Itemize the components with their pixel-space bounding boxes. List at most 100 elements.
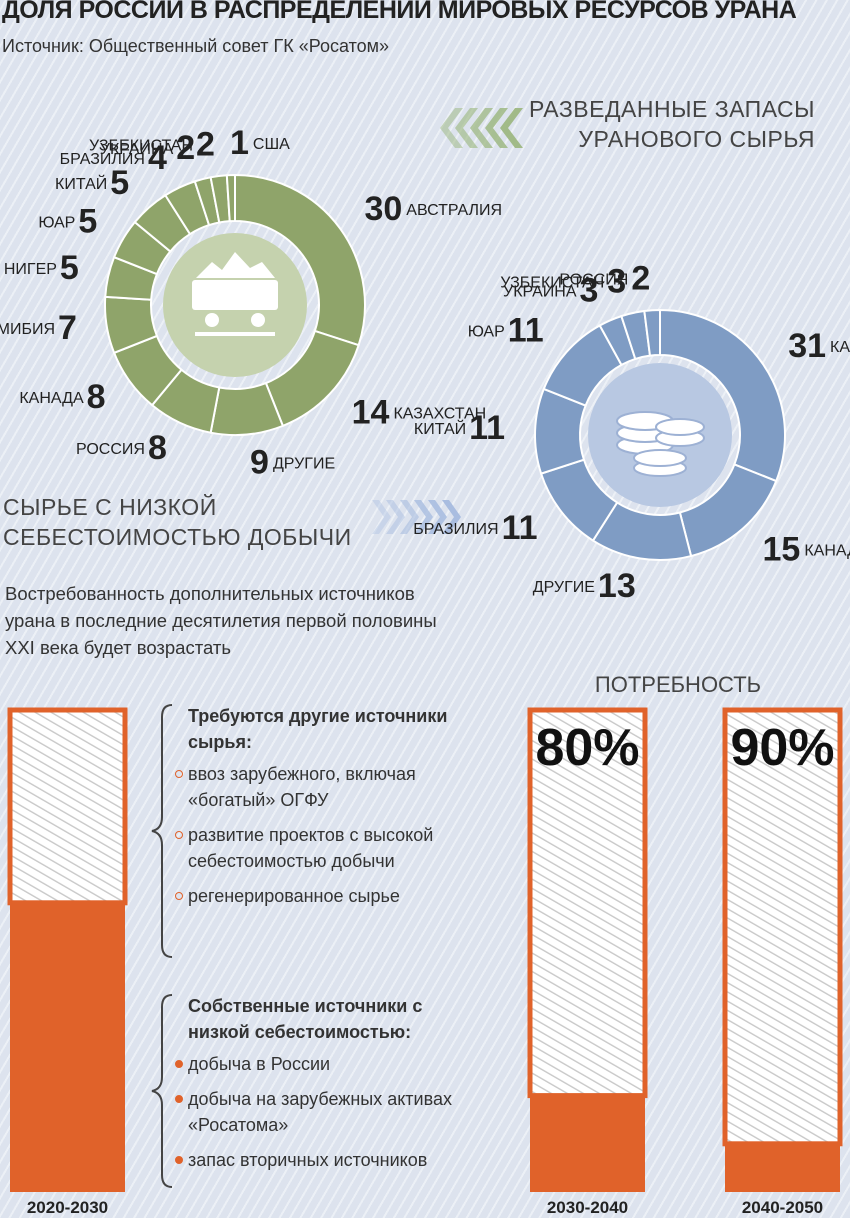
category-label: ДРУГИЕ xyxy=(533,579,595,596)
section-title: СЫРЬЕ С НИЗКОЙ СЕБЕСТОИМОСТЬЮ ДОБЫЧИ xyxy=(3,494,352,550)
chart-title: ПОТРЕБНОСТЬ xyxy=(595,672,761,697)
category-label: КАНАДА xyxy=(804,542,850,559)
category-label: НИГЕР xyxy=(4,261,57,278)
category-label: БРАЗИЛИЯ xyxy=(60,151,145,168)
brackets xyxy=(151,704,173,1188)
category-label: БРАЗИЛИЯ xyxy=(413,521,498,538)
value-label: 30 xyxy=(364,190,402,228)
category-label: РОССИЯ xyxy=(76,441,145,458)
coins-icon xyxy=(616,411,705,477)
needs-group: Требуются другие источники сырья: ввоз з… xyxy=(175,703,475,918)
value-label: 4 xyxy=(148,139,167,177)
section-title: РАЗВЕДАННЫЕ ЗАПАСЫ УРАНОВОГО СЫРЬЯ xyxy=(529,96,815,152)
category-label: АВСТРАЛИЯ xyxy=(406,202,502,219)
category-label: ЮАР xyxy=(38,215,75,232)
slice-label: УЗБЕКИСТАН2 xyxy=(89,125,215,163)
slice-label: ЮАР5 xyxy=(38,203,97,241)
value-label: 7 xyxy=(58,309,77,347)
donut-slice xyxy=(234,173,366,347)
x-tick-label: 2020-2030 xyxy=(27,1198,108,1217)
category-label: КАНАДА xyxy=(19,390,84,407)
group-heading: Требуются другие источники сырья: xyxy=(188,706,448,752)
slice-label: РОССИЯ2 xyxy=(559,259,650,297)
value-label: 31 xyxy=(788,327,826,365)
value-label: 1 xyxy=(230,124,249,162)
category-label: КИТАЙ xyxy=(55,174,107,193)
category-label: ЮАР xyxy=(468,324,505,341)
value-label: 5 xyxy=(110,164,129,202)
category-label: КИТАЙ xyxy=(414,419,466,438)
slice-label: 1 США xyxy=(230,124,290,162)
x-tick-label: 2040-2050 xyxy=(742,1198,823,1217)
value-label: 3 xyxy=(607,263,626,301)
value-label: 8 xyxy=(148,429,167,467)
value-label: 2 xyxy=(176,129,195,167)
chevrons-green xyxy=(440,108,523,148)
value-label: 9 xyxy=(250,443,269,481)
value-label: 8 xyxy=(87,378,106,416)
group-heading: Собственные источники с низкой себестоим… xyxy=(188,996,423,1042)
list-item: добыча в России xyxy=(175,1051,475,1077)
value-label: 11 xyxy=(508,311,544,349)
slice-label: РОССИЯ8 xyxy=(76,429,167,467)
list-item: развитие проектов с высокой себестоимост… xyxy=(175,822,475,874)
value-label: 13 xyxy=(598,567,636,605)
slice-label: 15КАНАДА xyxy=(763,530,850,568)
value-label: 90% xyxy=(730,719,834,777)
slice-label: КИТАЙ5 xyxy=(55,164,129,202)
donut-slice xyxy=(659,308,786,483)
x-tick-label: 2030-2040 xyxy=(547,1198,628,1217)
slice-label: УКРАИНА2 xyxy=(100,129,195,167)
slice-label: КИТАЙ11 xyxy=(414,409,505,447)
own-group: Собственные источники с низкой себестоим… xyxy=(175,993,475,1182)
value-label: 14 xyxy=(352,394,390,432)
slice-label: НИГЕР5 xyxy=(4,249,79,287)
slice-label: 9 ДРУГИЕ xyxy=(250,443,335,481)
value-label: 2 xyxy=(196,125,215,163)
value-label: 80% xyxy=(535,719,639,777)
slice-label: УЗБЕКИСТАН3 xyxy=(500,263,626,301)
list-item: регенерированное сырье xyxy=(175,883,475,909)
value-label: 5 xyxy=(60,249,79,287)
slice-label: 14 КАЗАХСТАН xyxy=(352,394,487,432)
bar xyxy=(722,707,843,1147)
bar xyxy=(7,707,128,906)
slice-label: БРАЗИЛИЯ4 xyxy=(60,139,167,177)
donut-slice xyxy=(225,173,236,223)
value-label: 5 xyxy=(78,203,97,241)
category-label: УЗБЕКИСТАН xyxy=(500,275,604,292)
category-label: США xyxy=(253,136,290,153)
source: Источник: Общественный совет ГК «Росатом… xyxy=(2,36,390,56)
value-label: 2 xyxy=(631,259,650,297)
note: Востребованность дополнительных источник… xyxy=(5,583,437,658)
category-label: НАМИБИЯ xyxy=(0,321,55,338)
category-label: УКРАИНА xyxy=(100,141,174,158)
donut-slice xyxy=(643,308,661,357)
title: ДОЛЯ РОССИИ В РАСПРЕДЕЛЕНИИ МИРОВЫХ РЕСУ… xyxy=(2,0,797,24)
category-label: УКРАИНА xyxy=(503,284,577,301)
slice-label: 30 АВСТРАЛИЯ xyxy=(364,190,502,228)
category-label: ДРУГИЕ xyxy=(273,456,335,473)
value-label: 3 xyxy=(580,272,599,310)
bar xyxy=(527,707,648,1099)
list-item: запас вторичных источников xyxy=(175,1147,475,1173)
category-label: КАЗАХСТАН xyxy=(393,406,486,423)
slice-label: 31КАЗАХСТАН xyxy=(788,327,850,365)
value-label: 15 xyxy=(763,530,801,568)
slice-label: ЮАР11 xyxy=(468,311,544,349)
slice-label: КАНАДА8 xyxy=(19,378,105,416)
slice-label: НАМИБИЯ7 xyxy=(0,309,77,347)
slice-label: ДРУГИЕ13 xyxy=(533,567,636,605)
list-item: добыча на зарубежных активах «Росатома» xyxy=(175,1086,475,1138)
category-label: РОССИЯ xyxy=(559,272,628,289)
list-item: ввоз зарубежного, включая «богатый» ОГФУ xyxy=(175,761,475,813)
value-label: 11 xyxy=(502,509,538,547)
cart-icon xyxy=(192,252,278,336)
chevrons-blue xyxy=(372,500,461,534)
value-label: 11 xyxy=(469,409,505,447)
category-label: УЗБЕКИСТАН xyxy=(89,137,193,154)
category-label: КАЗАХСТАН xyxy=(830,339,850,356)
slice-label: БРАЗИЛИЯ11 xyxy=(413,509,537,547)
